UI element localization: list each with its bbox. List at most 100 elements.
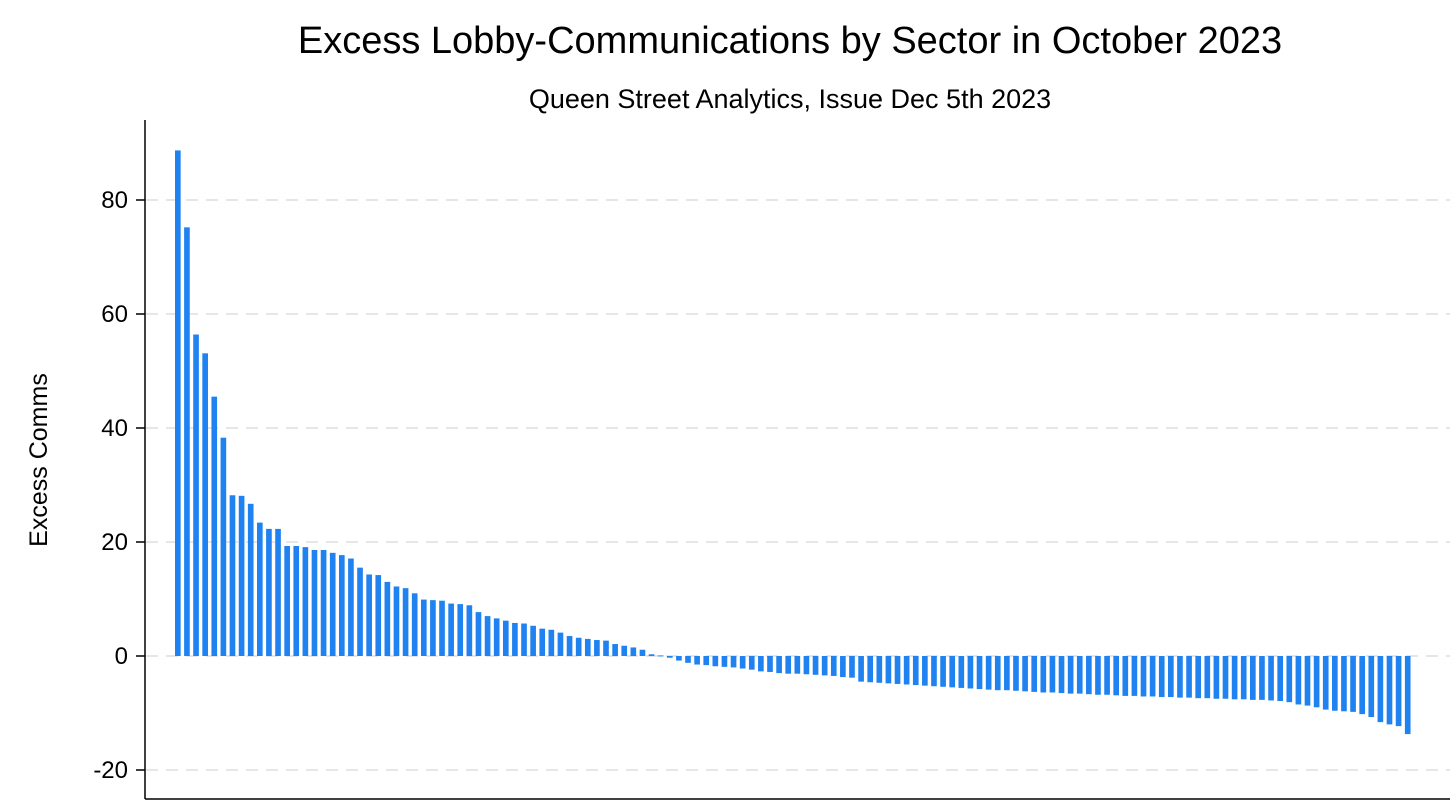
y-axis-label: Excess Comms: [25, 373, 53, 547]
bar: [1095, 656, 1101, 695]
chart-subtitle: Queen Street Analytics, Issue Dec 5th 20…: [528, 84, 1052, 114]
bar: [475, 612, 482, 656]
bar: [193, 334, 199, 656]
bar: [530, 625, 536, 656]
bar: [739, 656, 746, 669]
bar: [1404, 656, 1411, 735]
bar: [703, 656, 710, 666]
bar: [657, 655, 664, 657]
bar: [366, 574, 372, 656]
bar: [1304, 656, 1311, 706]
bar: [393, 586, 400, 656]
bar: [840, 656, 846, 678]
axes: [144, 120, 1450, 800]
bar: [976, 656, 983, 690]
bar: [676, 656, 682, 661]
bar: [1213, 656, 1220, 699]
bar: [1268, 656, 1274, 701]
bar: [238, 495, 245, 656]
bar: [448, 603, 454, 656]
bar: [202, 353, 208, 656]
bar: [1122, 656, 1129, 696]
bar: [876, 656, 883, 683]
bar: [903, 656, 910, 685]
bar: [694, 656, 700, 665]
bar: [885, 656, 892, 684]
bar: [803, 656, 810, 675]
bar: [940, 656, 946, 687]
bar: [922, 656, 928, 686]
bar: [1341, 656, 1347, 712]
bar: [411, 593, 418, 656]
bar: [985, 656, 992, 690]
bar: [211, 396, 218, 656]
bar: [639, 649, 646, 656]
bar: [484, 616, 491, 656]
bars: [175, 150, 1411, 735]
bar: [1277, 656, 1283, 702]
bar: [539, 628, 546, 656]
bar: [311, 549, 318, 656]
bar: [493, 618, 500, 656]
bar: [712, 656, 719, 667]
bar: [1295, 656, 1302, 705]
bar: [575, 637, 582, 656]
bar: [1104, 656, 1110, 695]
bar: [384, 581, 391, 656]
bar: [648, 654, 655, 656]
bar: [1240, 656, 1247, 700]
bar: [1149, 656, 1156, 697]
bar: [867, 656, 874, 683]
bar: [502, 620, 509, 656]
bar: [184, 227, 190, 657]
bar: [1022, 656, 1028, 692]
bar: [721, 656, 728, 667]
bar: [1031, 656, 1038, 692]
bar: [275, 528, 281, 656]
bar: [1259, 656, 1265, 700]
bar: [229, 495, 236, 656]
bar: [821, 656, 828, 676]
bar: [548, 629, 555, 656]
bar: [1222, 656, 1229, 699]
y-tick-label: 80: [101, 187, 128, 214]
bar: [1131, 656, 1138, 696]
bar: [767, 656, 773, 672]
bar: [266, 528, 272, 656]
bar: [302, 547, 309, 656]
bar: [439, 600, 445, 656]
bar: [357, 567, 363, 656]
bar: [912, 656, 919, 686]
bar: [785, 656, 792, 674]
bar: [794, 656, 801, 674]
bar: [1004, 656, 1010, 691]
bar: [830, 656, 837, 676]
bar: [348, 558, 354, 656]
bar: [1058, 656, 1065, 694]
bar: [1350, 656, 1356, 712]
bar: [521, 623, 527, 656]
bar: [375, 575, 382, 656]
bar: [1386, 656, 1393, 725]
bar: [1140, 656, 1147, 697]
bar: [1013, 656, 1019, 691]
bar: [1040, 656, 1047, 693]
bar: [1322, 656, 1329, 710]
y-tick-label: 20: [101, 529, 128, 556]
bar: [894, 656, 901, 684]
bar: [776, 656, 782, 674]
bar: [1076, 656, 1083, 694]
bar: [1231, 656, 1238, 700]
bar: [1250, 656, 1256, 700]
bar: [329, 552, 336, 656]
bar: [1086, 656, 1092, 695]
bar: [320, 549, 327, 656]
bar: [175, 150, 181, 656]
bar: [666, 656, 673, 658]
bar: [630, 647, 637, 656]
y-tick-label: -20: [93, 757, 128, 784]
bar: [758, 656, 764, 672]
bar: [1177, 656, 1183, 698]
bar: [949, 656, 956, 688]
